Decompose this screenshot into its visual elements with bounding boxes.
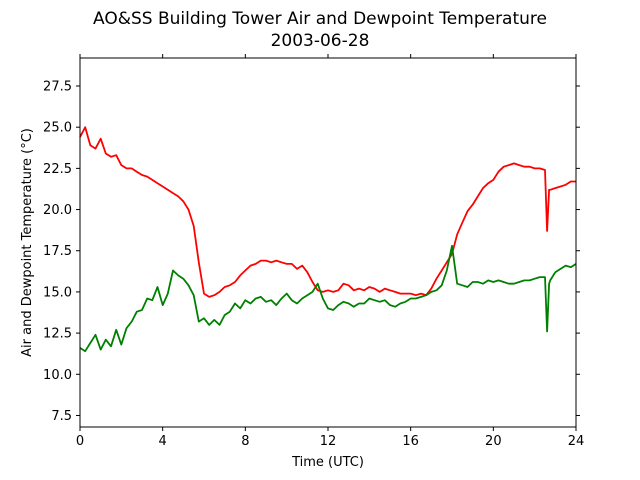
series-line-0 <box>79 126 576 298</box>
x-axis-label: Time (UTC) <box>291 455 364 470</box>
series-layer <box>79 126 577 353</box>
y-tick-label: 27.5 <box>43 80 72 95</box>
series-line-1 <box>79 244 577 353</box>
chart-title: AO&SS Building Tower Air and Dewpoint Te… <box>93 9 547 29</box>
x-tick-label: 4 <box>159 434 167 449</box>
x-tick-label: 0 <box>76 434 84 449</box>
y-tick-label: 15.0 <box>43 285 72 300</box>
y-axis-label: Air and Dewpoint Temperature (°C) <box>20 128 35 357</box>
y-tick-label: 20.0 <box>43 203 72 218</box>
x-tick-label: 12 <box>320 434 337 449</box>
y-tick-label: 22.5 <box>43 162 72 177</box>
x-tick-label: 8 <box>241 434 249 449</box>
x-tick-label: 20 <box>485 434 502 449</box>
y-tick-label: 17.5 <box>43 244 72 259</box>
x-tick-label: 16 <box>402 434 419 449</box>
y-tick-label: 10.0 <box>43 368 72 383</box>
tick-layer: 0 4 8 12 16 20 24 7.5 10.0 12.5 15.0 17.5 20.0 22.5 25… <box>43 54 584 449</box>
plot-frame <box>79 57 577 428</box>
chart-subtitle: 2003-06-28 <box>271 31 370 51</box>
y-tick-label: 7.5 <box>51 409 72 424</box>
x-tick-label: 24 <box>568 434 585 449</box>
y-tick-label: 25.0 <box>43 121 72 136</box>
y-tick-label: 12.5 <box>43 327 72 342</box>
